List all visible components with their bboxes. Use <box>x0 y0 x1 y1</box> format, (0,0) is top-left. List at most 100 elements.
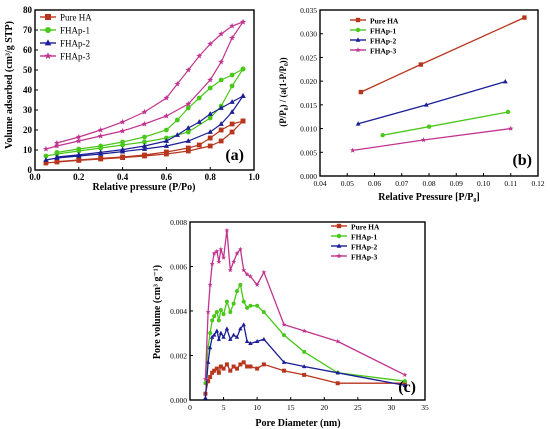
a-data-point-fhap-1 <box>142 134 147 140</box>
b-legend-marker-fhap-1 <box>355 27 361 33</box>
c-data-point-fhap-3 <box>237 246 243 252</box>
a-data-point-pure-ha <box>240 118 246 124</box>
b-data-point-fhap-2 <box>502 78 508 84</box>
b-ytick-label: 0.015 <box>300 101 317 110</box>
a-legend-label-fhap-1: FHAp-1 <box>60 26 90 36</box>
c-xtick-label: 35 <box>421 403 429 412</box>
a-data-point-fhap-3 <box>119 127 126 134</box>
b-xtick-label: 0.10 <box>477 179 490 188</box>
c-data-point-pure-ha <box>282 368 286 373</box>
c-data-point-fhap-3 <box>211 250 217 256</box>
c-data-point-pure-ha <box>261 362 266 367</box>
c-data-point-fhap-1 <box>228 310 233 315</box>
c-data-point-fhap-2 <box>209 334 215 339</box>
c-data-point-pure-ha <box>214 366 219 371</box>
c-data-point-fhap-1 <box>231 301 236 306</box>
panel-b-xlabel: Relative Pressure [P/P₀] <box>378 192 479 203</box>
c-data-point-fhap-1 <box>221 312 226 317</box>
panel-b-plot: 0.04 0.05 0.06 0.07 0.08 0.09 0.10 0.11 0.12 0.00… <box>300 6 545 188</box>
a-data-point-fhap-3 <box>185 100 192 107</box>
a-data-point-fhap-3 <box>229 34 236 41</box>
c-data-point-fhap-2 <box>241 322 246 327</box>
a-data-point-fhap-3 <box>240 18 247 25</box>
a-data-point-fhap-2 <box>141 143 148 148</box>
b-ytick-label: 0.010 <box>300 125 317 134</box>
b-ytick-label: 0.035 <box>300 6 317 15</box>
c-data-point-fhap-3 <box>231 259 237 264</box>
c-ytick-label: 0.002 <box>170 352 187 361</box>
c-data-point-pure-ha <box>235 366 239 371</box>
a-data-point-fhap-3 <box>53 139 60 146</box>
b-data-point-fhap-1 <box>380 133 385 138</box>
c-legend-label-fhap-3: FHAp-3 <box>351 253 378 262</box>
c-data-point-pure-ha <box>210 370 215 375</box>
a-data-point-fhap-2 <box>185 138 191 143</box>
a-data-point-fhap-1 <box>218 77 224 83</box>
c-data-point-pure-ha <box>212 368 217 373</box>
a-data-point-fhap-3 <box>75 137 82 144</box>
c-ytick-label: 0.000 <box>170 396 187 405</box>
a-series-line-fhap-3 <box>45 20 245 150</box>
c-legend-marker-fhap-3 <box>336 253 342 259</box>
a-legend-label-fhap-3: FHAp-3 <box>60 52 91 62</box>
b-data-point-fhap-3 <box>349 147 356 153</box>
a-data-point-pure-ha <box>185 145 191 151</box>
a-xtick-label: 0.2 <box>73 172 85 182</box>
a-data-point-pure-ha <box>43 160 49 166</box>
b-legend-label-pure-ha: Pure HA <box>370 17 399 26</box>
c-data-point-fhap-2 <box>211 332 217 337</box>
a-data-point-fhap-3 <box>218 58 225 65</box>
b-legend-marker-fhap-2 <box>355 37 361 42</box>
a-data-point-fhap-3 <box>97 132 104 139</box>
a-data-point-pure-ha <box>207 143 213 149</box>
c-data-point-fhap-1 <box>302 349 307 354</box>
b-data-point-fhap-1 <box>505 109 511 115</box>
a-data-point-fhap-2 <box>163 143 170 148</box>
c-data-point-fhap-3 <box>214 248 220 254</box>
c-data-point-fhap-1 <box>238 282 243 287</box>
a-data-point-fhap-3 <box>207 76 214 83</box>
b-data-point-fhap-1 <box>426 124 432 129</box>
a-data-point-pure-ha <box>120 154 125 160</box>
a-ytick-label: 10 <box>23 145 33 155</box>
b-xtick-label: 0.04 <box>313 179 326 188</box>
a-data-point-pure-ha <box>54 159 60 164</box>
b-ytick-label: 0.005 <box>300 148 317 157</box>
c-data-point-fhap-1 <box>261 310 266 315</box>
c-data-point-fhap-3 <box>254 282 260 287</box>
c-data-point-pure-ha <box>208 374 213 379</box>
a-data-point-pure-ha <box>229 121 235 127</box>
panel-a-plot: 0.0 0.2 0.4 0.6 0.8 1.0 0 10 20 30 40 50 60 70 80 Pure … <box>23 5 260 182</box>
c-data-point-fhap-3 <box>207 282 213 287</box>
panel-c: 0 5 10 15 20 25 30 35 0.000 0.002 0.004 0.006 0.008 P… <box>152 218 429 429</box>
a-ytick-label: 20 <box>23 125 33 135</box>
c-data-point-fhap-3 <box>241 267 247 273</box>
a-data-point-fhap-2 <box>141 146 148 151</box>
a-data-point-fhap-3 <box>75 133 82 140</box>
a-ytick-label: 80 <box>23 5 33 15</box>
b-xtick-label: 0.08 <box>422 179 435 188</box>
a-series-line-fhap-1 <box>45 68 244 157</box>
c-data-point-fhap-3 <box>221 255 227 260</box>
c-data-point-fhap-1 <box>214 310 219 315</box>
c-data-point-fhap-2 <box>281 359 287 364</box>
c-data-point-fhap-2 <box>218 330 224 335</box>
c-data-point-fhap-3 <box>205 309 211 315</box>
a-data-point-fhap-2 <box>218 121 224 126</box>
c-data-point-fhap-3 <box>227 267 233 273</box>
b-xtick-label: 0.05 <box>341 179 354 188</box>
a-data-point-fhap-1 <box>185 129 191 135</box>
c-data-point-fhap-3 <box>234 250 240 256</box>
a-data-point-fhap-2 <box>98 149 104 155</box>
c-data-point-fhap-2 <box>216 336 222 341</box>
a-data-point-fhap-1 <box>240 66 246 72</box>
a-legend-marker-fhap-3 <box>44 52 52 60</box>
c-legend-label-fhap-1: FHAp-1 <box>351 233 378 242</box>
a-data-point-fhap-2 <box>119 146 126 152</box>
c-data-point-fhap-2 <box>248 341 253 346</box>
b-xtick-label: 0.12 <box>531 179 544 188</box>
a-data-point-fhap-1 <box>207 85 213 91</box>
c-data-point-fhap-3 <box>209 261 215 266</box>
c-data-point-fhap-3 <box>216 259 222 264</box>
a-data-point-fhap-2 <box>240 93 246 98</box>
